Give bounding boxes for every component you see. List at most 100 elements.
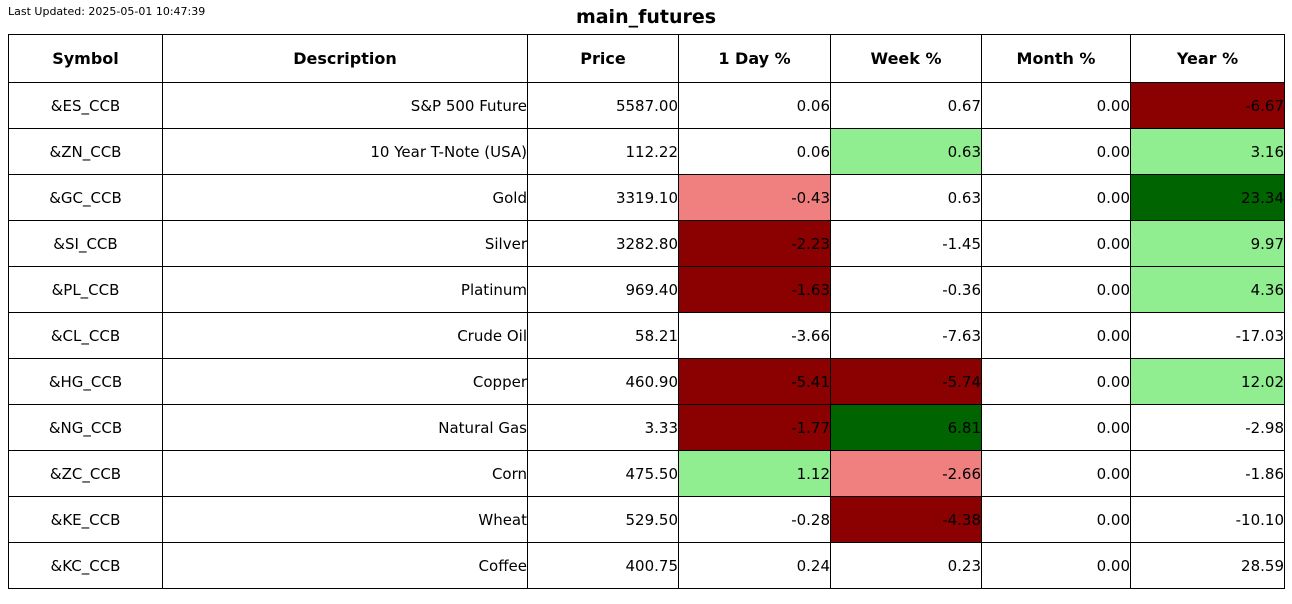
day-pct-cell: -2.23: [678, 220, 831, 267]
week-pct-cell: 0.63: [830, 128, 982, 175]
year-pct-cell: 9.97: [1130, 220, 1285, 267]
table-row: &ZC_CCB Corn 475.50 1.12 -2.66 0.00 -1.86: [8, 450, 1285, 497]
table-row: &CL_CCB Crude Oil 58.21 -3.66 -7.63 0.00 -17.0…: [8, 312, 1285, 359]
day-pct-cell: -3.66: [678, 312, 831, 359]
week-pct-cell: -4.38: [830, 496, 982, 543]
description-cell: Natural Gas: [162, 404, 528, 451]
description-cell: 10 Year T-Note (USA): [162, 128, 528, 175]
year-pct-cell: 23.34: [1130, 174, 1285, 221]
last-updated-timestamp: Last Updated: 2025-05-01 10:47:39: [8, 5, 206, 18]
month-pct-cell: 0.00: [981, 542, 1131, 589]
header-row: Symbol Description Price 1 Day % Week % …: [8, 34, 1285, 83]
column-header-year-pct: Year %: [1130, 34, 1285, 83]
week-pct-cell: 0.63: [830, 174, 982, 221]
month-pct-cell: 0.00: [981, 128, 1131, 175]
description-cell: Coffee: [162, 542, 528, 589]
month-pct-cell: 0.00: [981, 266, 1131, 313]
symbol-cell: &ZN_CCB: [8, 128, 163, 175]
price-cell: 529.50: [527, 496, 679, 543]
month-pct-cell: 0.00: [981, 220, 1131, 267]
week-pct-cell: -7.63: [830, 312, 982, 359]
year-pct-cell: -1.86: [1130, 450, 1285, 497]
year-pct-cell: -6.67: [1130, 82, 1285, 129]
month-pct-cell: 0.00: [981, 82, 1131, 129]
week-pct-cell: -1.45: [830, 220, 982, 267]
description-cell: Platinum: [162, 266, 528, 313]
description-cell: S&P 500 Future: [162, 82, 528, 129]
table-row: &KE_CCB Wheat 529.50 -0.28 -4.38 0.00 -10.10: [8, 496, 1285, 543]
week-pct-cell: -0.36: [830, 266, 982, 313]
year-pct-cell: -17.03: [1130, 312, 1285, 359]
price-cell: 3282.80: [527, 220, 679, 267]
symbol-cell: &KE_CCB: [8, 496, 163, 543]
description-cell: Wheat: [162, 496, 528, 543]
page-title: main_futures: [575, 6, 717, 28]
symbol-cell: &NG_CCB: [8, 404, 163, 451]
year-pct-cell: -2.98: [1130, 404, 1285, 451]
week-pct-cell: 0.23: [830, 542, 982, 589]
month-pct-cell: 0.00: [981, 312, 1131, 359]
table-row: &GC_CCB Gold 3319.10 -0.43 0.63 0.00 23.34: [8, 174, 1285, 221]
symbol-cell: &CL_CCB: [8, 312, 163, 359]
table-row: &KC_CCB Coffee 400.75 0.24 0.23 0.00 28.59: [8, 542, 1285, 589]
year-pct-cell: 28.59: [1130, 542, 1285, 589]
day-pct-cell: 0.06: [678, 82, 831, 129]
month-pct-cell: 0.00: [981, 174, 1131, 221]
month-pct-cell: 0.00: [981, 404, 1131, 451]
table-row: &HG_CCB Copper 460.90 -5.41 -5.74 0.00 12.02: [8, 358, 1285, 405]
description-cell: Corn: [162, 450, 528, 497]
price-cell: 112.22: [527, 128, 679, 175]
price-cell: 475.50: [527, 450, 679, 497]
description-cell: Copper: [162, 358, 528, 405]
table-row: &ZN_CCB 10 Year T-Note (USA) 112.22 0.06 0.6…: [8, 128, 1285, 175]
year-pct-cell: 4.36: [1130, 266, 1285, 313]
symbol-cell: &KC_CCB: [8, 542, 163, 589]
symbol-cell: &PL_CCB: [8, 266, 163, 313]
column-header-day-pct: 1 Day %: [678, 34, 831, 83]
price-cell: 5587.00: [527, 82, 679, 129]
symbol-cell: &HG_CCB: [8, 358, 163, 405]
price-cell: 3319.10: [527, 174, 679, 221]
description-cell: Silver: [162, 220, 528, 267]
column-header-week-pct: Week %: [830, 34, 982, 83]
month-pct-cell: 0.00: [981, 450, 1131, 497]
column-header-month-pct: Month %: [981, 34, 1131, 83]
day-pct-cell: -5.41: [678, 358, 831, 405]
symbol-cell: &GC_CCB: [8, 174, 163, 221]
day-pct-cell: -1.63: [678, 266, 831, 313]
column-header-price: Price: [527, 34, 679, 83]
description-cell: Crude Oil: [162, 312, 528, 359]
day-pct-cell: 0.06: [678, 128, 831, 175]
price-cell: 58.21: [527, 312, 679, 359]
month-pct-cell: 0.00: [981, 496, 1131, 543]
week-pct-cell: 0.67: [830, 82, 982, 129]
day-pct-cell: 0.24: [678, 542, 831, 589]
price-cell: 3.33: [527, 404, 679, 451]
day-pct-cell: -0.43: [678, 174, 831, 221]
day-pct-cell: -0.28: [678, 496, 831, 543]
month-pct-cell: 0.00: [981, 358, 1131, 405]
table-row: &NG_CCB Natural Gas 3.33 -1.77 6.81 0.00 -2.98: [8, 404, 1285, 451]
year-pct-cell: 12.02: [1130, 358, 1285, 405]
price-cell: 460.90: [527, 358, 679, 405]
year-pct-cell: -10.10: [1130, 496, 1285, 543]
day-pct-cell: -1.77: [678, 404, 831, 451]
description-cell: Gold: [162, 174, 528, 221]
column-header-symbol: Symbol: [8, 34, 163, 83]
symbol-cell: &ES_CCB: [8, 82, 163, 129]
column-header-description: Description: [162, 34, 528, 83]
week-pct-cell: -2.66: [830, 450, 982, 497]
year-pct-cell: 3.16: [1130, 128, 1285, 175]
price-cell: 400.75: [527, 542, 679, 589]
week-pct-cell: -5.74: [830, 358, 982, 405]
symbol-cell: &SI_CCB: [8, 220, 163, 267]
table-body: &ES_CCB S&P 500 Future 5587.00 0.06 0.67 0.00…: [8, 82, 1285, 589]
table-row: &ES_CCB S&P 500 Future 5587.00 0.06 0.67 0.00…: [8, 82, 1285, 129]
day-pct-cell: 1.12: [678, 450, 831, 497]
table-row: &SI_CCB Silver 3282.80 -2.23 -1.45 0.00 9.97: [8, 220, 1285, 267]
futures-table: Symbol Description Price 1 Day % Week % …: [8, 34, 1285, 589]
week-pct-cell: 6.81: [830, 404, 982, 451]
symbol-cell: &ZC_CCB: [8, 450, 163, 497]
price-cell: 969.40: [527, 266, 679, 313]
